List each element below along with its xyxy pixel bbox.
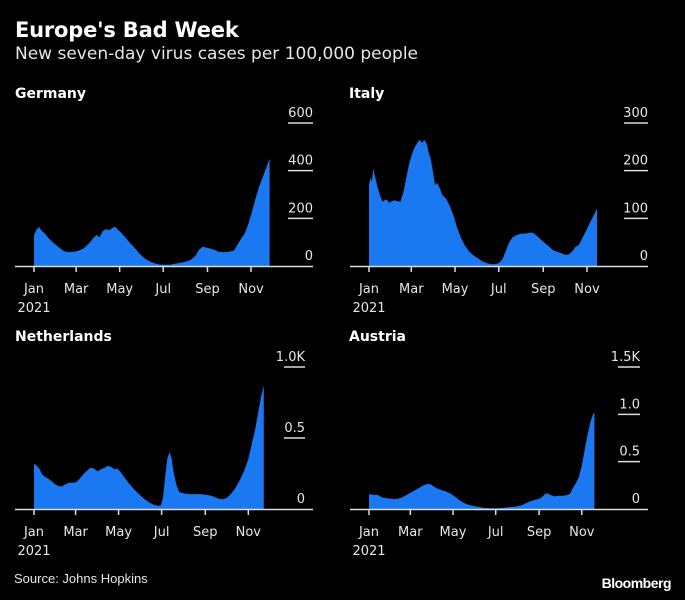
- netherlands-x-tick-label: Sep: [193, 525, 218, 540]
- italy-x-tick-label: Jan: [358, 282, 379, 297]
- austria-y-tick-label: 1.5K: [611, 350, 641, 365]
- chart-title: Europe's Bad Week: [15, 18, 239, 42]
- netherlands-y-tick-label: 0.5: [284, 421, 305, 436]
- source-note: Source: Johns Hopkins: [14, 571, 148, 586]
- austria-y-tick-label: 0.5: [619, 445, 640, 460]
- germany-y-tick-label: 600: [288, 106, 313, 121]
- germany-x-tick-label: Jul: [154, 282, 171, 297]
- netherlands-x-tick-label: May: [105, 525, 132, 540]
- netherlands-x-tick-label: Mar: [63, 525, 88, 540]
- netherlands-x-tick-label: Jul: [153, 525, 170, 540]
- chart-subtitle: New seven-day virus cases per 100,000 pe…: [15, 44, 419, 64]
- austria-x-tick-label: May: [440, 525, 467, 540]
- italy-x-year-label: 2021: [352, 301, 385, 316]
- germany-x-tick-label: Mar: [64, 282, 89, 297]
- austria-x-tick-label: Jul: [487, 525, 504, 540]
- italy-y-tick-label: 0: [640, 249, 648, 264]
- austria-x-year-label: 2021: [352, 544, 385, 559]
- germany-x-tick-label: May: [106, 282, 133, 297]
- germany-y-tick-label: 400: [288, 154, 313, 169]
- austria-y-tick-label: 1.0: [619, 397, 640, 412]
- austria-x-tick-label: Mar: [398, 525, 423, 540]
- austria-x-tick-label: Sep: [527, 525, 552, 540]
- italy-x-tick-label: Mar: [399, 282, 424, 297]
- germany-y-tick-label: 0: [305, 249, 313, 264]
- netherlands-y-tick-label: 0: [297, 492, 305, 507]
- germany-area-series: [34, 158, 270, 266]
- germany-panel-title: Germany: [15, 86, 86, 102]
- netherlands-x-tick-label: Jan: [23, 525, 44, 540]
- germany-y-tick-label: 200: [288, 201, 313, 216]
- germany-x-tick-label: Jan: [23, 282, 44, 297]
- italy-area-series: [369, 139, 597, 266]
- netherlands-x-tick-label: Nov: [236, 525, 262, 540]
- brand-logo: Bloomberg: [601, 575, 672, 591]
- italy-x-tick-label: Jul: [490, 282, 507, 297]
- germany-x-tick-label: Sep: [195, 282, 220, 297]
- italy-y-tick-label: 100: [623, 201, 648, 216]
- austria-panel-title: Austria: [349, 329, 406, 345]
- netherlands-area-series: [34, 385, 264, 509]
- austria-area-series: [369, 412, 595, 509]
- italy-x-tick-label: May: [442, 282, 469, 297]
- germany-x-tick-label: Nov: [238, 282, 264, 297]
- italy-y-tick-label: 300: [623, 106, 648, 121]
- germany-x-year-label: 2021: [17, 301, 50, 316]
- austria-x-tick-label: Jan: [358, 525, 379, 540]
- netherlands-y-tick-label: 1.0K: [276, 350, 306, 365]
- italy-y-tick-label: 200: [623, 154, 648, 169]
- netherlands-x-year-label: 2021: [17, 544, 50, 559]
- italy-panel-title: Italy: [349, 86, 384, 102]
- netherlands-panel-title: Netherlands: [15, 329, 112, 345]
- austria-y-tick-label: 0: [632, 492, 640, 507]
- austria-x-tick-label: Nov: [569, 525, 595, 540]
- italy-x-tick-label: Nov: [574, 282, 600, 297]
- italy-x-tick-label: Sep: [531, 282, 556, 297]
